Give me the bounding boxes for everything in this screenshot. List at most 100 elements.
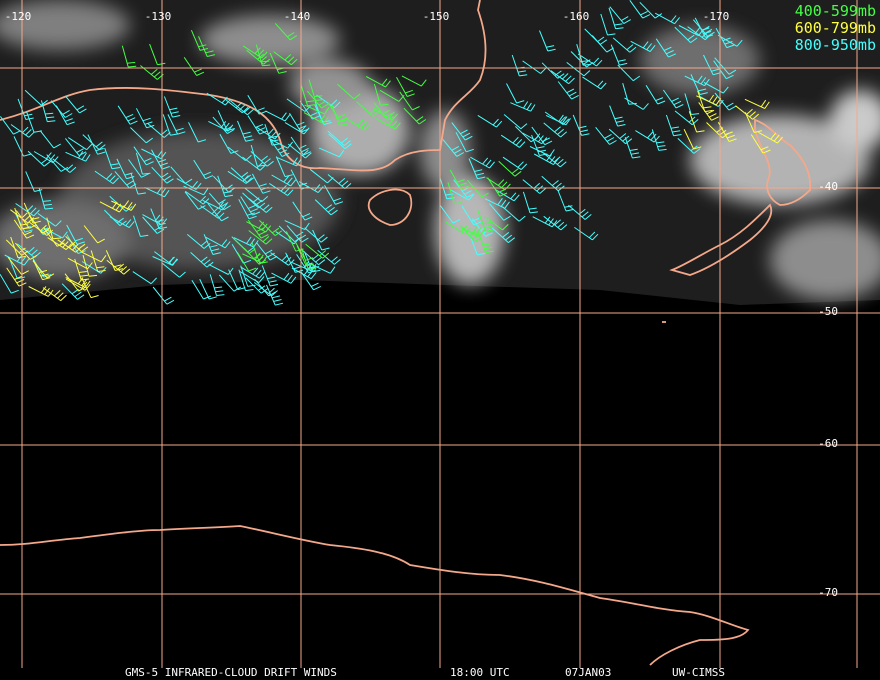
wind-barb	[327, 130, 351, 146]
wind-barb	[162, 114, 179, 136]
wind-barb	[477, 231, 494, 254]
wind-barb	[697, 90, 713, 113]
wind-barb	[304, 104, 330, 115]
wind-barb	[470, 156, 495, 169]
wind-barb	[242, 45, 268, 59]
wind-barb	[292, 201, 313, 221]
wind-barb	[202, 199, 228, 211]
legend: 400-599mb 600-799mb 800-950mb	[795, 2, 876, 54]
wind-barb	[522, 179, 547, 194]
wind-barb	[250, 151, 274, 167]
wind-barb	[506, 83, 525, 104]
wind-barb	[399, 91, 420, 111]
wind-barb	[373, 83, 389, 106]
wind-barb	[39, 130, 61, 149]
wind-barb	[248, 230, 273, 245]
wind-barb	[183, 57, 205, 76]
wind-barb	[205, 236, 231, 249]
wind-barb	[27, 150, 51, 167]
wind-barb	[130, 127, 153, 144]
longitude-label: -130	[145, 10, 172, 23]
wind-barb	[373, 102, 395, 121]
wind-barb	[99, 201, 125, 213]
wind-barb	[247, 115, 268, 135]
wind-barb	[303, 112, 329, 124]
wind-barb	[294, 240, 314, 261]
wind-barb	[595, 126, 617, 145]
wind-barb	[246, 221, 272, 233]
wind-barb	[286, 98, 311, 112]
wind-barb	[135, 108, 155, 129]
wind-barb	[584, 28, 608, 45]
wind-barb	[37, 212, 62, 227]
wind-barb	[491, 227, 516, 243]
wind-barb	[690, 74, 708, 95]
wind-barb	[46, 154, 69, 172]
wind-barb	[300, 84, 316, 107]
wind-barb	[10, 209, 35, 224]
wind-barb	[203, 234, 221, 255]
date-label: 07JAN03	[565, 666, 611, 679]
wind-barb	[375, 118, 401, 130]
wind-barb	[251, 173, 271, 194]
wind-barb	[151, 166, 174, 184]
wind-barb	[65, 277, 91, 288]
wind-barb	[301, 249, 326, 266]
wind-barb	[460, 224, 482, 243]
wind-barb	[328, 133, 352, 150]
wind-barb	[237, 120, 254, 142]
wind-barb	[744, 112, 763, 133]
wind-barb	[543, 122, 568, 138]
wind-barb	[256, 242, 278, 261]
wind-barb	[543, 215, 568, 231]
wind-barb	[379, 89, 405, 102]
wind-barb	[142, 216, 165, 234]
wind-barb	[572, 114, 590, 136]
wind-barb	[582, 76, 607, 90]
wind-barb	[150, 208, 168, 230]
wind-barb	[248, 198, 273, 213]
wind-barb	[577, 53, 603, 67]
wind-barb	[307, 90, 329, 109]
wind-barb	[217, 175, 233, 198]
wind-barb	[208, 192, 231, 211]
wind-barb	[651, 129, 667, 151]
wind-barb	[219, 134, 239, 154]
wind-barb	[308, 79, 324, 101]
wind-barb	[502, 206, 526, 222]
wind-barb	[609, 105, 626, 127]
wind-barb	[312, 229, 330, 251]
wind-barb	[200, 205, 225, 219]
wind-barb	[61, 283, 85, 300]
wind-barb	[684, 75, 710, 87]
wind-barb	[698, 102, 719, 121]
wind-barb	[600, 13, 616, 36]
wind-barb	[105, 250, 124, 271]
wind-barb	[296, 254, 317, 274]
wind-barb	[539, 30, 556, 52]
wind-barb	[477, 114, 503, 128]
wind-barb	[13, 219, 35, 239]
wind-barb	[269, 138, 290, 157]
wind-barb	[190, 252, 214, 268]
wind-barb	[67, 257, 93, 270]
wind-barb	[484, 216, 509, 231]
wind-barb	[52, 158, 77, 173]
wind-barb	[503, 114, 528, 130]
wind-barb	[447, 182, 463, 205]
wind-barb	[42, 287, 67, 302]
wind-barb	[90, 250, 106, 272]
wind-barb	[396, 77, 415, 97]
legend-entry: 400-599mb	[795, 2, 876, 20]
wind-barb	[240, 196, 261, 216]
wind-barb	[267, 137, 293, 149]
wind-barb	[498, 160, 522, 177]
wind-barb	[533, 153, 559, 166]
wind-barb	[6, 267, 27, 287]
wind-barb	[135, 152, 151, 175]
wind-barb	[116, 158, 135, 180]
wind-barb	[191, 279, 211, 300]
wind-barb	[230, 100, 254, 116]
wind-barb	[471, 218, 493, 237]
